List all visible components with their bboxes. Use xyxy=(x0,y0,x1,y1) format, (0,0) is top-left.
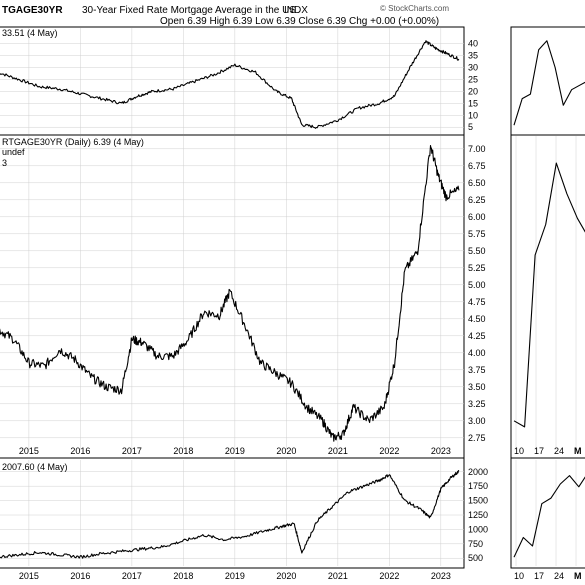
grid-layer xyxy=(0,28,577,566)
top-y-tick-label: 20 xyxy=(468,86,478,96)
main-y-tick-label: 6.75 xyxy=(468,161,486,171)
bottom-x-tick-label: 2017 xyxy=(122,571,142,581)
right-main-series-line xyxy=(513,162,585,428)
symbol-title: TGAGE30YR xyxy=(2,5,63,16)
top-y-tick-label: 35 xyxy=(468,51,478,61)
ohlc-line: Open 6.39 High 6.39 Low 6.39 Close 6.39 … xyxy=(160,16,439,27)
tick-layer: 4035302520151057.006.756.506.256.005.755… xyxy=(19,39,582,581)
right-bottom-series-line xyxy=(513,475,585,558)
main-y-tick-label: 7.00 xyxy=(468,144,486,154)
bottom-x-tick-label: 2018 xyxy=(173,571,193,581)
bottom-y-tick-label: 1000 xyxy=(468,524,488,534)
right-main-panel xyxy=(510,134,585,459)
top-indicator-panel xyxy=(0,26,465,136)
bottom-x-tick-label: 2023 xyxy=(431,571,451,581)
main-x-tick-label: 2016 xyxy=(70,446,90,456)
right-bottom-x-tick-label: 24 xyxy=(554,571,564,581)
right-bottom-x-tick-label: 10 xyxy=(514,571,524,581)
main-y-tick-label: 6.25 xyxy=(468,195,486,205)
main-y-tick-label: 5.50 xyxy=(468,246,486,256)
main-y-tick-label: 3.50 xyxy=(468,382,486,392)
main-y-tick-label: 4.25 xyxy=(468,331,486,341)
top-y-tick-label: 40 xyxy=(468,39,478,49)
main-y-tick-label: 3.75 xyxy=(468,365,486,375)
bottom-x-tick-label: 2016 xyxy=(70,571,90,581)
main-x-tick-label: 2023 xyxy=(431,446,451,456)
right-bottom-x-tick-label: 17 xyxy=(534,571,544,581)
top-y-tick-label: 10 xyxy=(468,110,478,120)
exchange-label: INDX xyxy=(284,5,308,16)
main-y-tick-label: 4.00 xyxy=(468,348,486,358)
bottom-x-tick-label: 2022 xyxy=(379,571,399,581)
bottom-x-tick-label: 2015 xyxy=(19,571,39,581)
bottom-x-tick-label: 2021 xyxy=(328,571,348,581)
main-y-tick-label: 3.00 xyxy=(468,416,486,426)
main-y-tick-label: 5.00 xyxy=(468,280,486,290)
top-y-tick-label: 5 xyxy=(468,122,473,132)
main-y-tick-label: 5.75 xyxy=(468,229,486,239)
bottom-indicator-panel xyxy=(0,457,465,569)
top-indicator-label: 33.51 (4 May) xyxy=(2,28,58,38)
main-y-tick-label: 4.50 xyxy=(468,314,486,324)
main-y-tick-label: 2.75 xyxy=(468,433,486,443)
right-top-series-line xyxy=(513,40,585,126)
main-x-tick-label: 2015 xyxy=(19,446,39,456)
bottom-y-tick-label: 500 xyxy=(468,553,483,563)
bottom-y-tick-label: 1250 xyxy=(468,510,488,520)
right-main-x-tick-label: 17 xyxy=(534,446,544,456)
right-bottom-panel xyxy=(510,457,585,569)
main-x-tick-label: 2021 xyxy=(328,446,348,456)
bottom-y-tick-label: 750 xyxy=(468,539,483,549)
right-main-x-tick-label: 10 xyxy=(514,446,524,456)
main-y-tick-label: 5.25 xyxy=(468,263,486,273)
top-y-tick-label: 15 xyxy=(468,98,478,108)
bottom-y-tick-label: 1500 xyxy=(468,496,488,506)
top-y-tick-label: 30 xyxy=(468,62,478,72)
main-y-tick-label: 3.25 xyxy=(468,399,486,409)
right-main-x-tick-label: M xyxy=(574,446,582,456)
main-price-label: RTGAGE30YR (Daily) 6.39 (4 May) xyxy=(2,137,144,147)
main-series-line xyxy=(0,145,460,442)
bottom-y-tick-label: 1750 xyxy=(468,481,488,491)
main-x-tick-label: 2020 xyxy=(276,446,296,456)
bottom-x-tick-label: 2019 xyxy=(225,571,245,581)
bottom-series-line xyxy=(0,469,460,559)
main-x-tick-label: 2022 xyxy=(379,446,399,456)
top-series-line xyxy=(0,40,460,129)
bottom-y-tick-label: 2000 xyxy=(468,467,488,477)
watermark: © StockCharts.com xyxy=(380,4,449,13)
main-sub-label-2: 3 xyxy=(2,158,7,168)
right-bottom-x-tick-label: M xyxy=(574,571,582,581)
symbol-description: 30-Year Fixed Rate Mortgage Average in t… xyxy=(82,5,296,16)
main-sub-label: undef xyxy=(2,147,25,157)
bottom-x-tick-label: 2020 xyxy=(276,571,296,581)
main-y-tick-label: 6.50 xyxy=(468,178,486,188)
right-main-x-tick-label: 24 xyxy=(554,446,564,456)
line-layer xyxy=(0,40,585,559)
main-y-tick-label: 6.00 xyxy=(468,212,486,222)
main-x-tick-label: 2017 xyxy=(122,446,142,456)
main-x-tick-label: 2019 xyxy=(225,446,245,456)
bottom-indicator-label: 2007.60 (4 May) xyxy=(2,462,68,472)
main-y-tick-label: 4.75 xyxy=(468,297,486,307)
top-y-tick-label: 25 xyxy=(468,74,478,84)
main-x-tick-label: 2018 xyxy=(173,446,193,456)
